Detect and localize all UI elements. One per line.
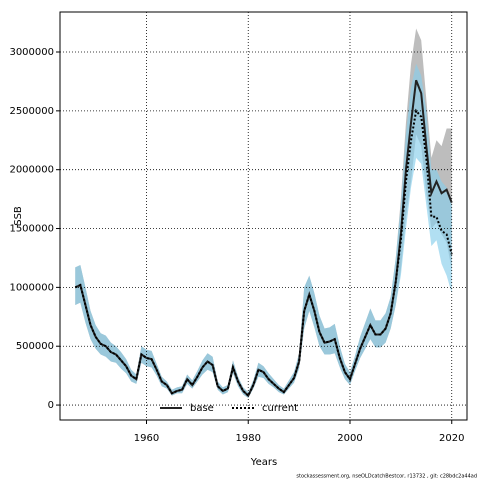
y-tick-label: 2000000 xyxy=(9,165,54,176)
y-tick-label: 1000000 xyxy=(9,282,54,293)
confidence-band xyxy=(75,63,452,398)
footnote: stockassessment.org, nseOLDcatchBestcor,… xyxy=(296,474,477,480)
y-tick-label: 2500000 xyxy=(9,106,54,117)
x-tick-label: 2000 xyxy=(337,433,362,444)
y-tick-label: 1500000 xyxy=(9,224,54,235)
confidence-band xyxy=(75,28,452,398)
y-tick-label: 500000 xyxy=(16,341,54,352)
x-tick-label: 2020 xyxy=(439,433,464,444)
legend-label: current xyxy=(262,403,298,414)
line xyxy=(74,108,453,398)
x-tick-label: 1960 xyxy=(134,433,159,444)
x-tick-label: 1980 xyxy=(236,433,261,444)
x-axis-label: Years xyxy=(250,457,277,468)
y-tick-label: 0 xyxy=(48,400,54,411)
y-axis-label: SSB xyxy=(13,206,24,226)
legend-label: base xyxy=(190,403,214,414)
plot-frame xyxy=(59,11,468,421)
line xyxy=(74,79,453,398)
y-tick-label: 3000000 xyxy=(9,47,54,58)
